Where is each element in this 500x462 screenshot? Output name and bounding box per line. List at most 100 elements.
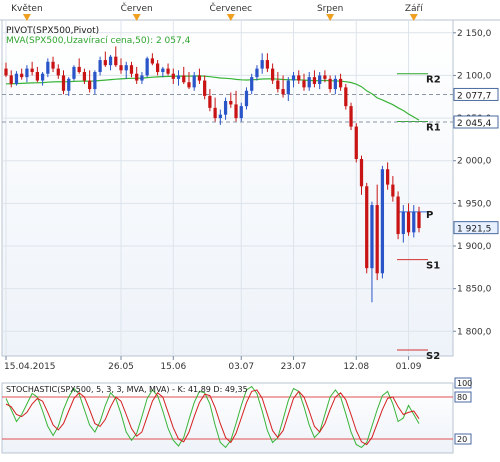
- candle-body: [297, 75, 301, 81]
- candle-body: [234, 104, 238, 119]
- candle-body: [46, 61, 50, 74]
- price-tag: [453, 221, 499, 235]
- stochastic-tick-tag: [454, 433, 472, 445]
- candle-body: [375, 205, 379, 274]
- y-tick-label: 1 950,0: [457, 199, 492, 209]
- candle-body: [25, 68, 29, 78]
- candle-body: [328, 78, 332, 90]
- main-panel[interactable]: [1, 19, 454, 357]
- candle-body: [145, 58, 149, 76]
- month-label: Červenec: [210, 2, 253, 14]
- candle-body: [93, 72, 97, 90]
- candle-body: [51, 61, 55, 69]
- candle-body: [114, 56, 118, 66]
- pivot-level-label: R1: [426, 122, 441, 133]
- candle-body: [197, 75, 202, 81]
- candle-body: [61, 75, 66, 91]
- candle-body: [307, 77, 311, 88]
- candle-body: [67, 78, 71, 91]
- candle-body: [213, 107, 217, 119]
- candle-body: [333, 78, 337, 90]
- instrument-label: PIVOT(SPX500,Pivot): [6, 26, 99, 36]
- candle-body: [155, 63, 160, 73]
- candle-body: [14, 73, 19, 84]
- month-marker-icon[interactable]: [22, 14, 31, 21]
- candle-body: [260, 60, 264, 69]
- candle-body: [239, 106, 243, 119]
- candle-body: [218, 114, 222, 119]
- y-tick-label: 1 850,0: [457, 285, 492, 295]
- stochastic-d-line: [5, 389, 420, 446]
- x-tick-label: 15.06: [160, 362, 186, 372]
- candle-body: [302, 80, 306, 88]
- candle-body: [150, 58, 155, 64]
- candle-body: [365, 186, 369, 269]
- candle-body: [417, 211, 421, 229]
- month-label: Květen: [11, 4, 43, 14]
- candle-body: [412, 211, 416, 233]
- candle-body: [9, 75, 13, 84]
- candle-body: [276, 80, 280, 90]
- candle-body: [203, 80, 207, 96]
- candle-body: [72, 66, 76, 79]
- candle-body: [166, 68, 170, 74]
- pivot-level-label: S1: [426, 261, 440, 272]
- candle-body: [244, 90, 249, 107]
- candle-body: [176, 75, 181, 79]
- candle-body: [98, 60, 102, 73]
- candle-body: [161, 68, 165, 73]
- candle-body: [286, 80, 290, 95]
- month-marker-icon[interactable]: [226, 14, 235, 21]
- candle-body: [129, 65, 134, 74]
- candle-body: [354, 126, 358, 160]
- candle-body: [349, 106, 353, 127]
- stochastic-label: STOCHASTIC(SPX500, 5, 3, 3, MVA, MVA) - …: [6, 385, 248, 394]
- candle-body: [40, 73, 45, 81]
- price-tag-label: 2 045,4: [457, 119, 492, 129]
- month-marker-icon[interactable]: [132, 14, 141, 21]
- y-tick-label: 2 150,0: [457, 29, 492, 39]
- y-tick-label: 2 100,0: [457, 71, 492, 81]
- candle-body: [406, 211, 411, 233]
- stochastic-tick-tag: [454, 377, 472, 389]
- month-label: Srpen: [317, 4, 343, 14]
- candle-body: [4, 68, 8, 76]
- candle-body: [20, 73, 24, 78]
- candle-body: [192, 75, 196, 88]
- candle-body: [312, 77, 317, 84]
- moving-average-label: MVA(SPX500,Uzavírací cena,50): 2 057,4: [6, 36, 191, 46]
- candle-body: [401, 211, 405, 235]
- candle-body: [171, 73, 175, 79]
- candle-body: [56, 68, 60, 76]
- stochastic-tick-label: 80: [457, 393, 467, 402]
- x-tick-label: 12.08: [343, 362, 369, 372]
- stochastic-tick-tag: [454, 391, 472, 403]
- price-tag: [453, 87, 499, 101]
- candle-body: [338, 78, 343, 88]
- candle-body: [380, 169, 385, 274]
- month-marker-icon[interactable]: [326, 14, 335, 21]
- x-tick-label: 15.04.2015: [4, 362, 56, 372]
- candle-body: [370, 205, 374, 269]
- y-tick-label: 2 000,0: [457, 157, 492, 167]
- candle-body: [182, 75, 186, 83]
- candle-body: [223, 101, 228, 115]
- candle-body: [281, 89, 285, 95]
- stochastic-k-line: [5, 385, 420, 449]
- candle-body: [119, 65, 123, 71]
- month-marker-icon[interactable]: [409, 14, 418, 21]
- x-tick-label: 23.07: [281, 362, 307, 372]
- pivot-level-label: P: [426, 210, 433, 221]
- candle-body: [108, 56, 113, 66]
- price-tag-label: 1 921,5: [457, 225, 491, 235]
- candle-body: [124, 65, 128, 71]
- month-label: Červen: [121, 2, 153, 14]
- stochastic-tick-label: 20: [457, 435, 467, 444]
- price-tag: [453, 115, 499, 129]
- price-tag-label: 2 077,7: [457, 91, 491, 101]
- candle-body: [270, 68, 275, 81]
- candle-body: [291, 75, 296, 81]
- candle-body: [88, 80, 92, 90]
- candle-body: [255, 68, 259, 78]
